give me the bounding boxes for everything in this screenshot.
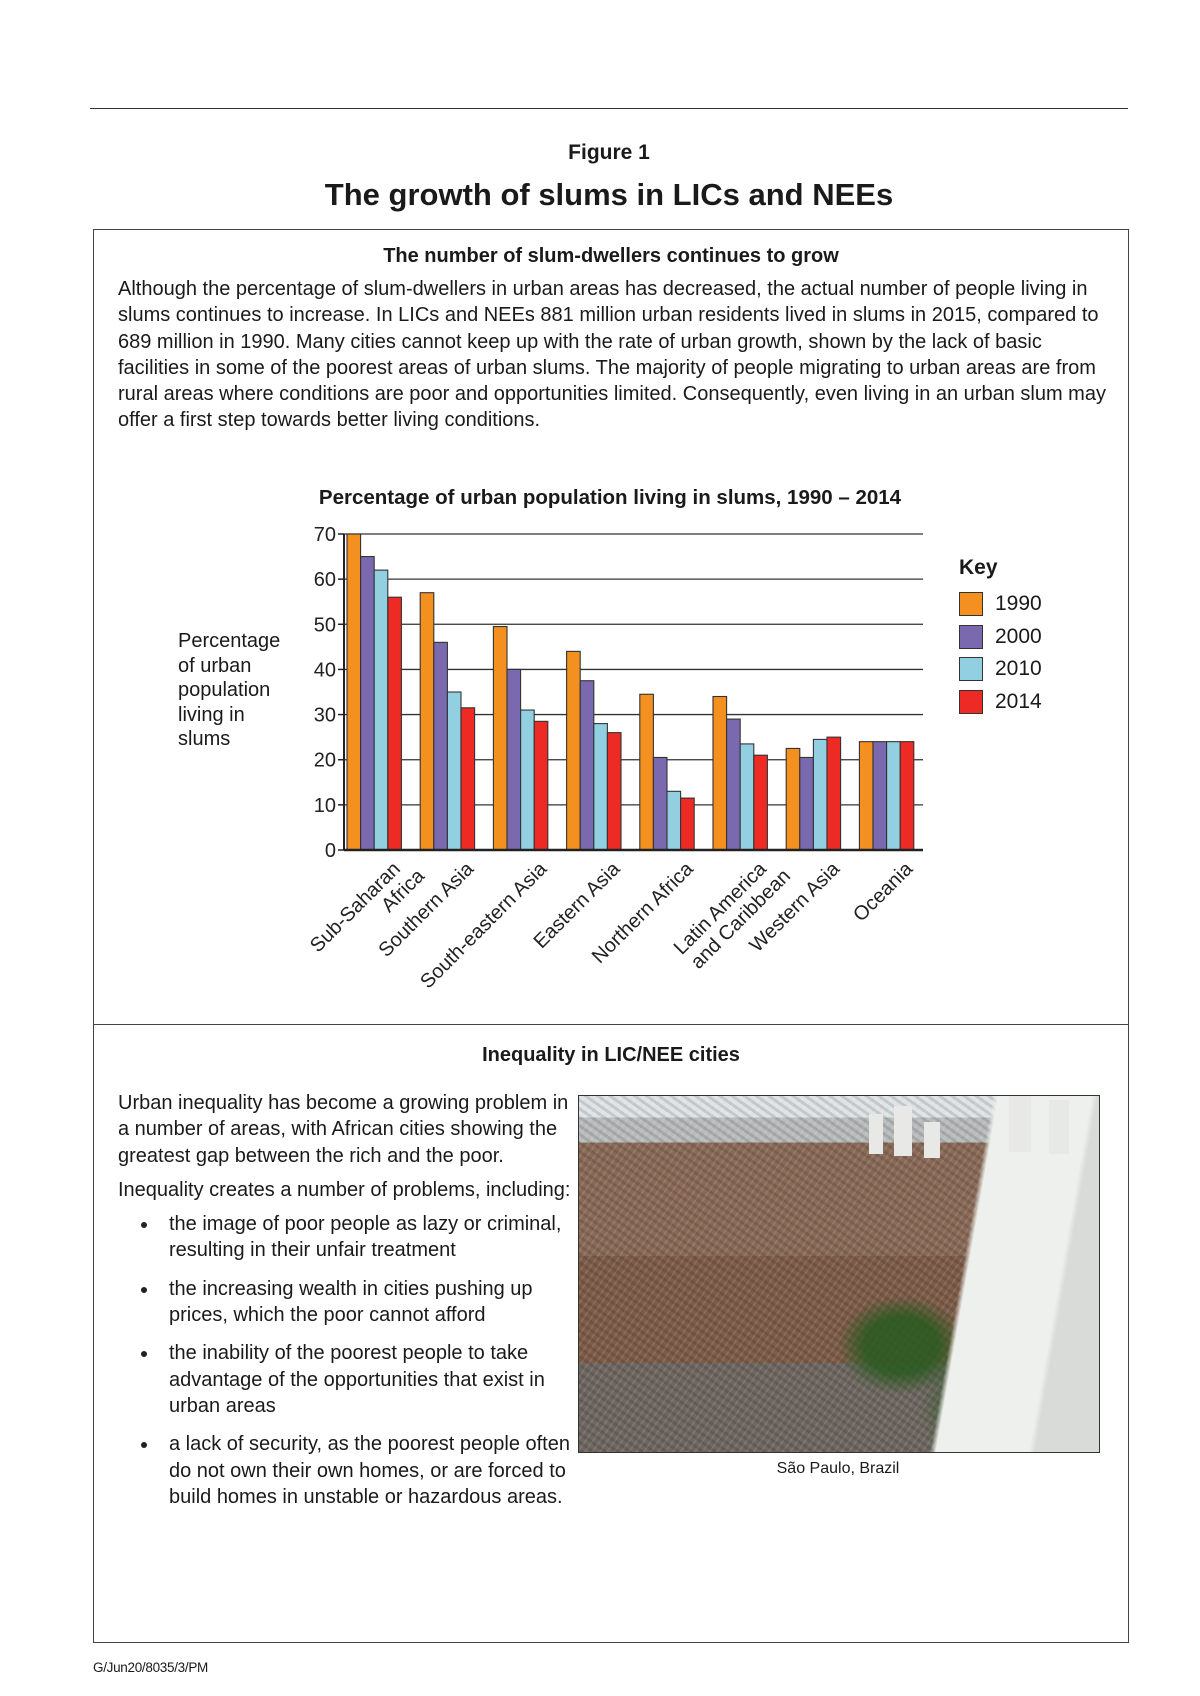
- top-rule: [90, 108, 1128, 109]
- x-tick-label: South-eastern Asia: [416, 857, 552, 993]
- section2-para2: Inequality creates a number of problems,…: [118, 1178, 571, 1201]
- list-item: the increasing wealth in cities pushing …: [118, 1276, 578, 1329]
- x-tick-label: Oceania: [849, 857, 918, 926]
- y-tick-label: 40: [314, 659, 336, 681]
- legend-label: 2014: [995, 689, 1042, 713]
- bar-2010: [812, 738, 828, 851]
- bar-2000: [360, 556, 375, 851]
- bar-2000: [433, 641, 448, 851]
- legend-item: 2010: [959, 653, 1042, 686]
- bar-2014: [460, 707, 476, 851]
- chart-title: Percentage of urban population living in…: [318, 486, 902, 509]
- section2-text: Urban inequality has become a growing pr…: [118, 1090, 578, 1522]
- y-tick-label: 0: [325, 840, 336, 862]
- y-tick-label: 70: [314, 524, 336, 546]
- figure-title: The growth of slums in LICs and NEEs: [324, 177, 894, 212]
- bar-1990: [785, 747, 801, 851]
- legend-label: 2000: [995, 624, 1042, 648]
- list-item: the inability of the poorest people to t…: [118, 1340, 578, 1419]
- y-tick-label: 20: [314, 750, 336, 772]
- bar-2010: [666, 790, 682, 851]
- section2-heading: Inequality in LIC/NEE cities: [482, 1044, 740, 1066]
- legend-swatch: [959, 592, 983, 617]
- bar-2014: [533, 720, 549, 851]
- y-axis-label-text: Percentage of urban population living in…: [178, 630, 281, 750]
- y-tick-label: 30: [314, 705, 336, 727]
- bar-2000: [579, 680, 595, 851]
- list-item: the image of poor people as lazy or crim…: [118, 1211, 578, 1264]
- y-tick-label: 60: [314, 569, 336, 591]
- bar-2010: [446, 691, 462, 851]
- problem-list: the image of poor people as lazy or crim…: [118, 1211, 578, 1510]
- y-tick-label: 10: [314, 795, 336, 817]
- bar-2014: [753, 754, 768, 851]
- bar-2000: [506, 668, 522, 851]
- bar-1990: [712, 695, 728, 851]
- bar-1990: [419, 592, 435, 851]
- bar-1990: [639, 693, 654, 851]
- bar-2014: [387, 596, 402, 851]
- legend-swatch: [959, 624, 983, 649]
- bar-2000: [652, 756, 668, 851]
- bar-1990: [566, 650, 581, 851]
- sao-paulo-photo: [578, 1095, 1100, 1453]
- legend-swatch: [959, 657, 983, 682]
- figure-box: [93, 229, 1129, 1643]
- bar-2010: [739, 743, 755, 851]
- bar-2010: [593, 723, 608, 851]
- bar-1990: [858, 741, 874, 851]
- bar-2014: [899, 741, 915, 851]
- bar-1990: [492, 625, 508, 851]
- section2-para1: Urban inequality has become a growing pr…: [118, 1092, 569, 1167]
- list-item: a lack of security, as the poorest peopl…: [118, 1431, 578, 1510]
- bar-2014: [826, 736, 842, 851]
- bar-2014: [680, 797, 695, 851]
- bar-2010: [520, 709, 535, 851]
- bar-chart: 010203040506070Sub-SaharanAfricaSouthern…: [306, 524, 923, 993]
- y-axis-label: Percentage of urban population living in…: [178, 629, 290, 752]
- bar-2010: [886, 741, 901, 851]
- bar-2010: [373, 569, 389, 851]
- legend-swatch: [959, 689, 983, 714]
- section1-heading: The number of slum-dwellers continues to…: [383, 245, 839, 267]
- legend-item: 1990: [959, 588, 1042, 621]
- chart-legend: Key 1990 2000 2010 2014: [959, 556, 1042, 718]
- legend-item: 2014: [959, 686, 1042, 719]
- section1-body: Although the percentage of slum-dwellers…: [118, 278, 1106, 432]
- bar-1990: [346, 533, 362, 851]
- figure-label: Figure 1: [568, 141, 650, 164]
- y-tick-label: 50: [314, 614, 336, 636]
- bar-2000: [726, 718, 741, 851]
- photo-caption: São Paulo, Brazil: [776, 1460, 900, 1477]
- bar-2000: [872, 741, 888, 851]
- footer-code: G/Jun20/8035/3/PM: [93, 1660, 208, 1675]
- legend-title: Key: [959, 556, 998, 579]
- bar-2014: [606, 732, 622, 851]
- legend-label: 2010: [995, 657, 1042, 681]
- section-divider: [93, 1024, 1129, 1025]
- bar-2000: [799, 756, 814, 851]
- legend-label: 1990: [995, 592, 1042, 616]
- legend-item: 2000: [959, 621, 1042, 654]
